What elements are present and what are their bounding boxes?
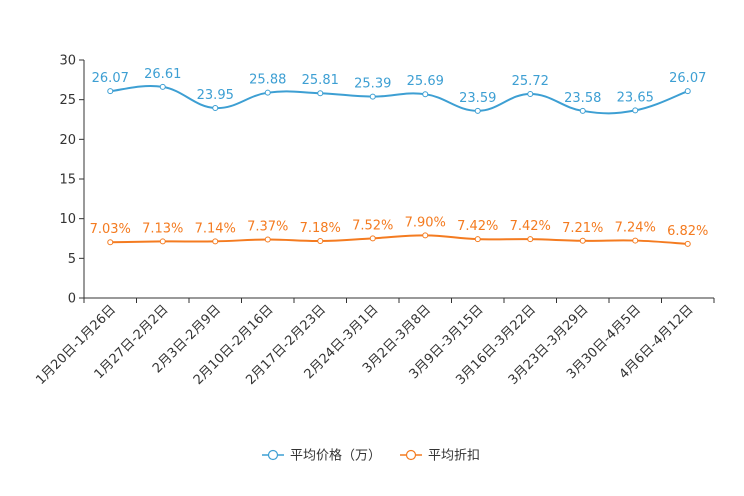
data-label: 7.21% [562,221,603,236]
data-point [684,240,691,247]
data-point [527,236,534,243]
data-label: 25.88 [249,73,286,88]
legend-swatch-marker [267,449,279,461]
data-label: 26.07 [669,71,706,86]
data-point [317,90,324,97]
data-label: 25.69 [407,74,444,89]
series-layer [107,83,691,247]
data-point [422,232,429,239]
data-label: 26.07 [92,71,129,86]
data-label: 25.81 [302,73,339,88]
data-point [212,104,219,111]
data-point [632,237,639,244]
series-line-1 [110,234,688,245]
y-tick-label: 15 [59,173,76,188]
data-label: 7.42% [457,219,498,234]
data-label: 7.37% [247,220,288,235]
data-label: 23.95 [197,88,234,103]
data-point [527,90,534,97]
series-line-0 [110,85,689,115]
legend-label: 平均折扣 [428,449,480,464]
data-point [107,88,114,95]
data-point [474,236,481,243]
data-label: 23.58 [564,91,601,106]
data-label: 23.65 [617,90,654,105]
data-label: 7.52% [352,218,393,233]
data-label: 23.59 [459,91,496,106]
data-label: 26.61 [144,67,181,82]
data-label: 7.42% [510,219,551,234]
data-point [579,237,586,244]
data-point [264,89,271,96]
data-point [422,91,429,98]
legend: 平均价格（万） 平均折扣 [262,448,480,464]
data-point [107,239,114,246]
data-label: 7.13% [142,221,183,236]
legend-swatch-marker [405,449,417,461]
y-tick-label: 20 [59,133,76,148]
data-point [159,83,166,90]
y-tick-label: 10 [59,212,76,227]
data-point [159,238,166,245]
data-point [369,235,376,242]
data-labels: 26.07 26.61 23.95 25.88 25.81 25.39 25.69 23.59… [90,67,709,239]
data-label: 7.18% [300,221,341,236]
data-point [212,238,219,245]
data-point [264,236,271,243]
data-point [579,107,586,114]
data-label: 6.82% [667,224,708,239]
data-label: 25.72 [512,74,549,89]
y-tick-label: 5 [68,252,76,267]
data-point [317,238,324,245]
data-label: 25.39 [354,77,391,92]
data-label: 7.14% [195,221,236,236]
y-tick-label: 30 [59,54,76,69]
data-label: 7.24% [615,221,656,236]
data-label: 7.03% [90,222,131,237]
data-point [684,88,691,95]
data-point [369,93,376,100]
legend-label: 平均价格（万） [290,448,381,464]
y-tick-label: 0 [68,292,76,307]
data-point [632,107,639,114]
data-label: 7.90% [405,215,446,230]
data-point [474,107,481,114]
y-tick-label: 25 [59,93,76,108]
